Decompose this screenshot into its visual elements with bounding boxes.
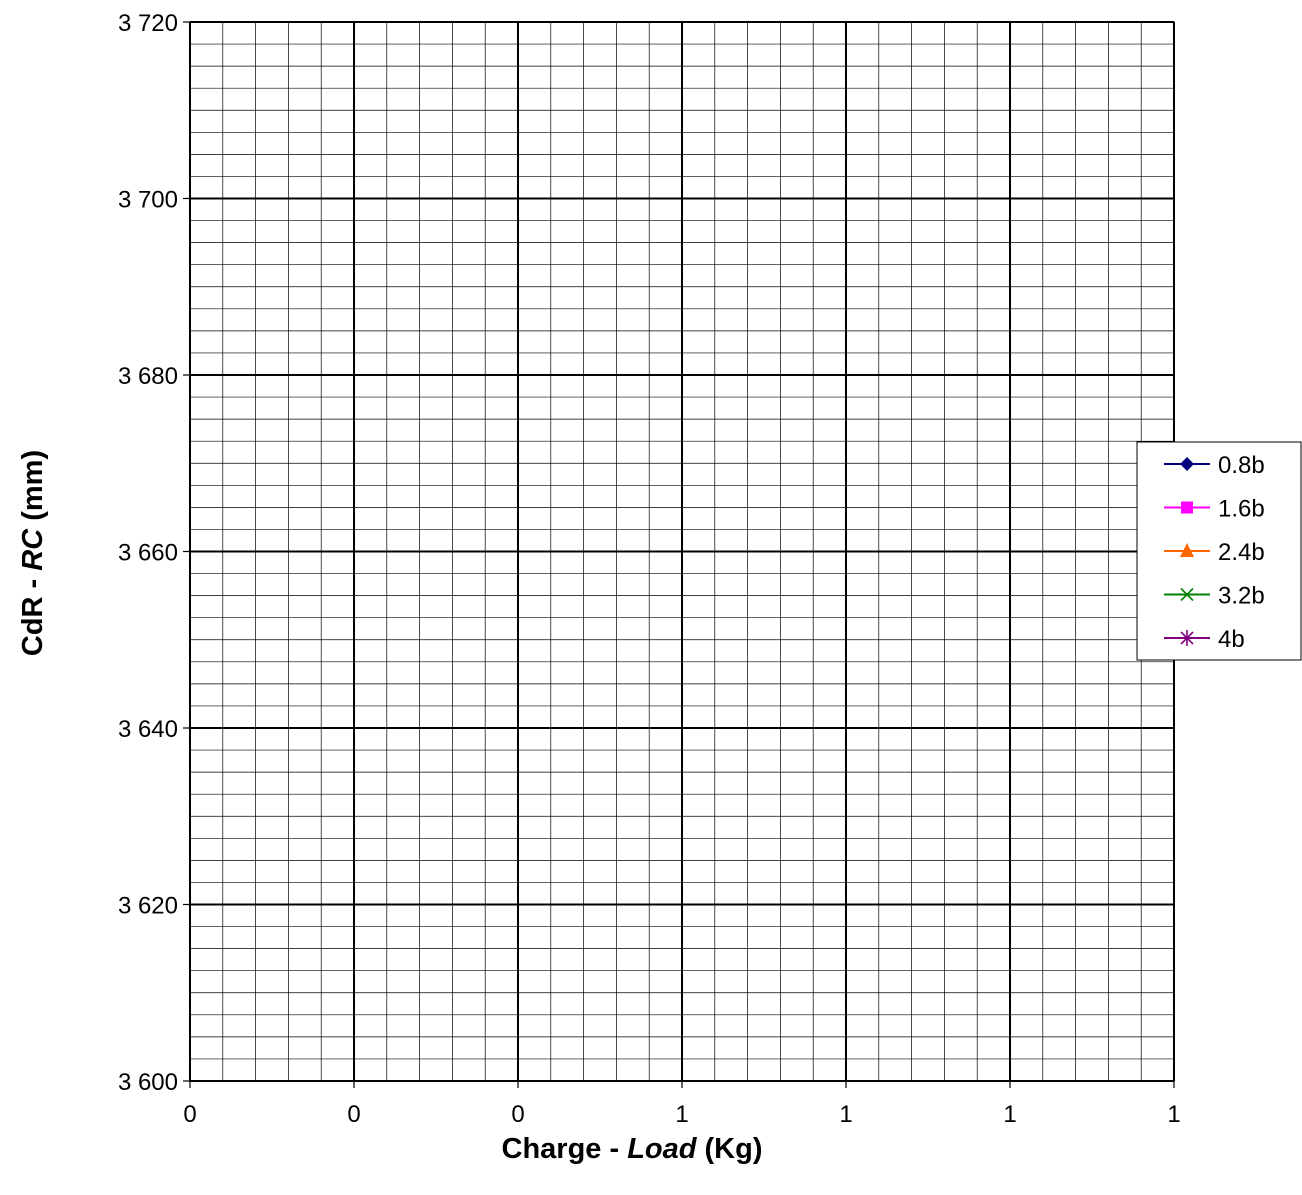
x-axis-title-unit: (Kg) — [696, 1133, 762, 1165]
y-axis-title-main: CdR - — [17, 571, 49, 656]
legend: 0.8b 1.6b 2.4b 3.2b 4b — [1136, 441, 1302, 661]
x-axis-tick-labels: 0 0 0 1 1 1 1 — [183, 1101, 1180, 1128]
legend-marker-square — [1181, 501, 1193, 514]
legend-item: 2.4b — [1164, 539, 1265, 566]
x-tick-label: 1 — [675, 1101, 688, 1128]
legend-label: 2.4b — [1218, 539, 1265, 566]
y-axis-title-italic: RC — [17, 528, 49, 571]
legend-item: 3.2b — [1164, 583, 1265, 610]
x-tick-label: 1 — [839, 1101, 852, 1128]
legend-label: 0.8b — [1218, 452, 1265, 479]
legend-item: 1.6b — [1164, 496, 1265, 523]
x-tick-label: 0 — [183, 1101, 196, 1128]
x-tick-label: 0 — [511, 1101, 524, 1128]
x-tick-label: 1 — [1167, 1101, 1180, 1128]
legend-label: 3.2b — [1218, 583, 1265, 610]
y-tick-label: 3 600 — [118, 1069, 178, 1096]
y-tick-label: 3 640 — [118, 716, 178, 743]
legend-marker-triangle — [1180, 543, 1194, 557]
y-tick-label: 3 680 — [118, 363, 178, 390]
y-tick-label: 3 620 — [118, 893, 178, 920]
x-axis-title-italic: Load — [627, 1133, 698, 1165]
x-axis-title-main: Charge - — [502, 1133, 628, 1165]
x-axis-title: Charge - Load (Kg) — [502, 1133, 763, 1165]
legend-item: 0.8b — [1164, 452, 1265, 479]
legend-marker-star — [1180, 630, 1194, 646]
axis-ticks — [183, 21, 1175, 1088]
y-tick-label: 3 660 — [118, 540, 178, 567]
y-axis-tick-labels: 3 600 3 620 3 640 3 660 3 680 3 700 3 720 — [118, 10, 178, 1096]
legend-marker-diamond — [1180, 457, 1194, 471]
legend-item: 4b — [1164, 626, 1245, 653]
y-tick-label: 3 700 — [118, 187, 178, 214]
y-axis-title-unit: (mm) — [17, 450, 49, 529]
x-tick-label: 0 — [347, 1101, 360, 1128]
legend-label: 1.6b — [1218, 496, 1265, 523]
major-gridlines — [189, 21, 1175, 1082]
x-tick-label: 1 — [1003, 1101, 1016, 1128]
legend-label: 4b — [1218, 626, 1245, 653]
y-axis-title: CdR - RC (mm) — [17, 450, 49, 656]
y-tick-label: 3 720 — [118, 10, 178, 37]
legend-marker-x — [1180, 587, 1194, 602]
